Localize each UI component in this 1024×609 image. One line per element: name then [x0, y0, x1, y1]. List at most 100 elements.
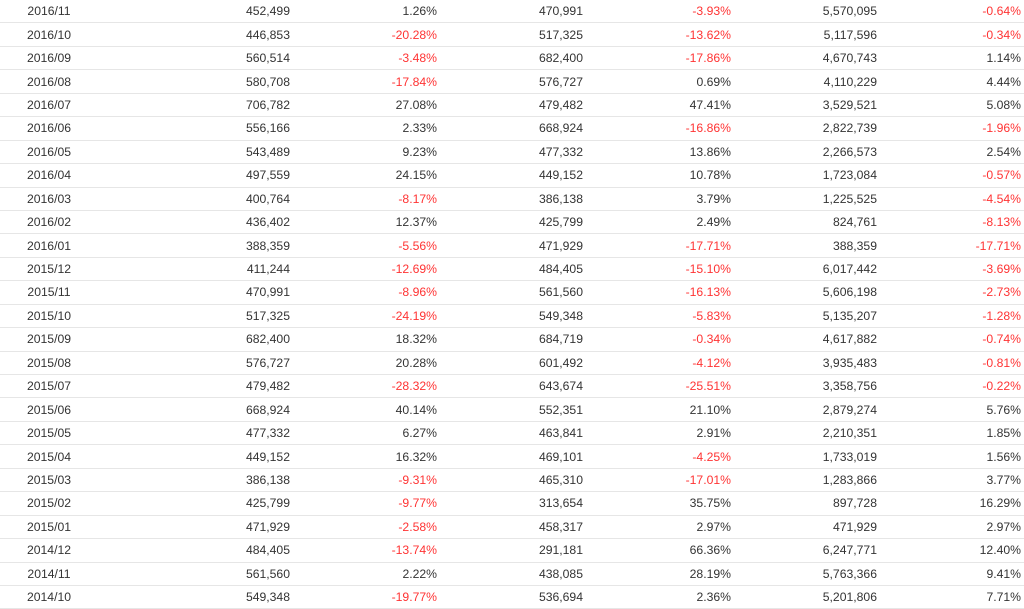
percent-2-cell: -25.51% — [685, 379, 731, 394]
percent-2-cell: -16.86% — [685, 121, 731, 136]
percent-3-cell: -3.69% — [982, 262, 1021, 277]
percent-2-cell: -5.83% — [692, 308, 731, 323]
value-2-cell: 469,101 — [538, 449, 583, 464]
table-row: 2015/07 479,482 -28.32% 643,674 -25.51% 3,358… — [0, 375, 1024, 399]
date-cell: 2016/11 — [27, 4, 71, 19]
table-row: 2015/10 517,325 -24.19% 549,348 -5.83% 5,135,… — [0, 305, 1024, 329]
value-1-cell: 543,489 — [245, 144, 290, 159]
percent-2-cell: -16.13% — [685, 285, 731, 300]
date-cell: 2014/12 — [26, 543, 72, 558]
value-1-cell: 479,482 — [245, 379, 290, 394]
value-2-cell: 684,719 — [538, 332, 583, 347]
percent-1-cell: -13.74% — [391, 543, 437, 558]
date-cell: 2016/09 — [26, 51, 72, 66]
percent-2-cell: -3.93% — [692, 4, 731, 19]
value-1-cell: 425,799 — [245, 496, 290, 511]
percent-1-cell: 27.08% — [395, 97, 437, 112]
value-2-cell: 561,560 — [538, 285, 583, 300]
value-2-cell: 479,482 — [538, 97, 583, 112]
date-cell: 2015/02 — [26, 496, 72, 511]
percent-2-cell: 2.49% — [696, 215, 731, 230]
percent-1-cell: -19.77% — [391, 590, 437, 605]
percent-3-cell: -0.74% — [982, 332, 1021, 347]
percent-2-cell: 3.79% — [696, 191, 731, 206]
table-row: 2015/12 411,244 -12.69% 484,405 -15.10% 6,017… — [0, 258, 1024, 282]
percent-3-cell: 4.44% — [986, 74, 1021, 89]
value-1-cell: 549,348 — [245, 590, 290, 605]
table-row: 2014/11 561,560 2.22% 438,085 28.19% 5,763,36… — [0, 563, 1024, 586]
percent-3-cell: 7.71% — [986, 590, 1021, 605]
value-1-cell: 580,708 — [245, 74, 290, 89]
value-2-cell: 668,924 — [538, 121, 583, 136]
value-2-cell: 682,400 — [538, 51, 583, 66]
percent-3-cell: 1.14% — [986, 51, 1021, 66]
percent-1-cell: -28.32% — [391, 379, 437, 394]
value-2-cell: 576,727 — [538, 74, 583, 89]
date-cell: 2016/04 — [26, 168, 72, 183]
value-1-cell: 477,332 — [245, 426, 290, 441]
date-cell: 2016/08 — [26, 74, 72, 89]
percent-3-cell: -0.34% — [982, 27, 1021, 42]
table-row: 2016/02 436,402 12.37% 425,799 2.49% 824,761 -… — [0, 211, 1024, 235]
percent-2-cell: 28.19% — [689, 566, 731, 581]
percent-3-cell: 2.97% — [986, 519, 1021, 534]
percent-1-cell: 2.33% — [402, 121, 437, 136]
value-2-cell: 470,991 — [538, 4, 583, 19]
percent-1-cell: 6.27% — [402, 426, 437, 441]
percent-1-cell: -12.69% — [391, 262, 437, 277]
date-cell: 2015/10 — [26, 308, 72, 323]
table-row: 2016/08 580,708 -17.84% 576,727 0.69% 4,110,2… — [0, 70, 1024, 94]
value-1-cell: 668,924 — [245, 402, 290, 417]
percent-1-cell: 18.32% — [395, 332, 437, 347]
date-cell: 2016/02 — [26, 215, 72, 230]
value-3-cell: 1,723,084 — [822, 168, 877, 183]
percent-3-cell: -1.28% — [982, 308, 1021, 323]
value-3-cell: 897,728 — [832, 496, 877, 511]
table-row: 2015/09 682,400 18.32% 684,719 -0.34% 4,617,8… — [0, 328, 1024, 352]
date-cell: 2014/10 — [26, 590, 72, 605]
value-1-cell: 576,727 — [245, 355, 290, 370]
value-1-cell: 560,514 — [245, 51, 290, 66]
date-cell: 2015/07 — [26, 379, 72, 394]
percent-2-cell: 21.10% — [689, 402, 731, 417]
percent-2-cell: -4.12% — [692, 355, 731, 370]
percent-3-cell: -2.73% — [982, 285, 1021, 300]
value-1-cell: 561,560 — [245, 566, 290, 581]
percent-2-cell: -17.71% — [685, 238, 731, 253]
percent-1-cell: -5.56% — [398, 238, 437, 253]
value-1-cell: 400,764 — [245, 191, 290, 206]
percent-3-cell: 3.77% — [986, 472, 1021, 487]
value-3-cell: 3,358,756 — [822, 379, 877, 394]
date-cell: 2014/11 — [27, 566, 71, 581]
value-1-cell: 556,166 — [245, 121, 290, 136]
percent-3-cell: 12.40% — [979, 543, 1021, 558]
percent-3-cell: -4.54% — [982, 191, 1021, 206]
table-row: 2016/04 497,559 24.15% 449,152 10.78% 1,723,0… — [0, 164, 1024, 188]
percent-1-cell: -9.77% — [398, 496, 437, 511]
value-1-cell: 706,782 — [245, 97, 290, 112]
percent-3-cell: -8.13% — [982, 215, 1021, 230]
percent-1-cell: -2.58% — [398, 519, 437, 534]
value-1-cell: 484,405 — [245, 543, 290, 558]
value-3-cell: 2,879,274 — [822, 402, 877, 417]
value-3-cell: 2,210,351 — [822, 426, 877, 441]
percent-3-cell: -17.71% — [975, 238, 1021, 253]
value-3-cell: 6,017,442 — [822, 262, 877, 277]
percent-3-cell: 5.76% — [986, 402, 1021, 417]
value-2-cell: 463,841 — [538, 426, 583, 441]
percent-2-cell: -15.10% — [685, 262, 731, 277]
value-2-cell: 477,332 — [538, 144, 583, 159]
value-1-cell: 452,499 — [245, 4, 290, 19]
percent-2-cell: 0.69% — [696, 74, 731, 89]
value-1-cell: 470,991 — [245, 285, 290, 300]
percent-1-cell: -8.96% — [398, 285, 437, 300]
value-3-cell: 5,117,596 — [823, 27, 877, 42]
percent-1-cell: 1.26% — [402, 4, 437, 19]
value-2-cell: 291,181 — [538, 543, 583, 558]
date-cell: 2015/05 — [26, 426, 72, 441]
percent-2-cell: -0.34% — [692, 332, 731, 347]
date-cell: 2015/06 — [26, 402, 72, 417]
value-1-cell: 682,400 — [245, 332, 290, 347]
date-cell: 2016/03 — [26, 191, 72, 206]
value-3-cell: 2,822,739 — [822, 121, 877, 136]
